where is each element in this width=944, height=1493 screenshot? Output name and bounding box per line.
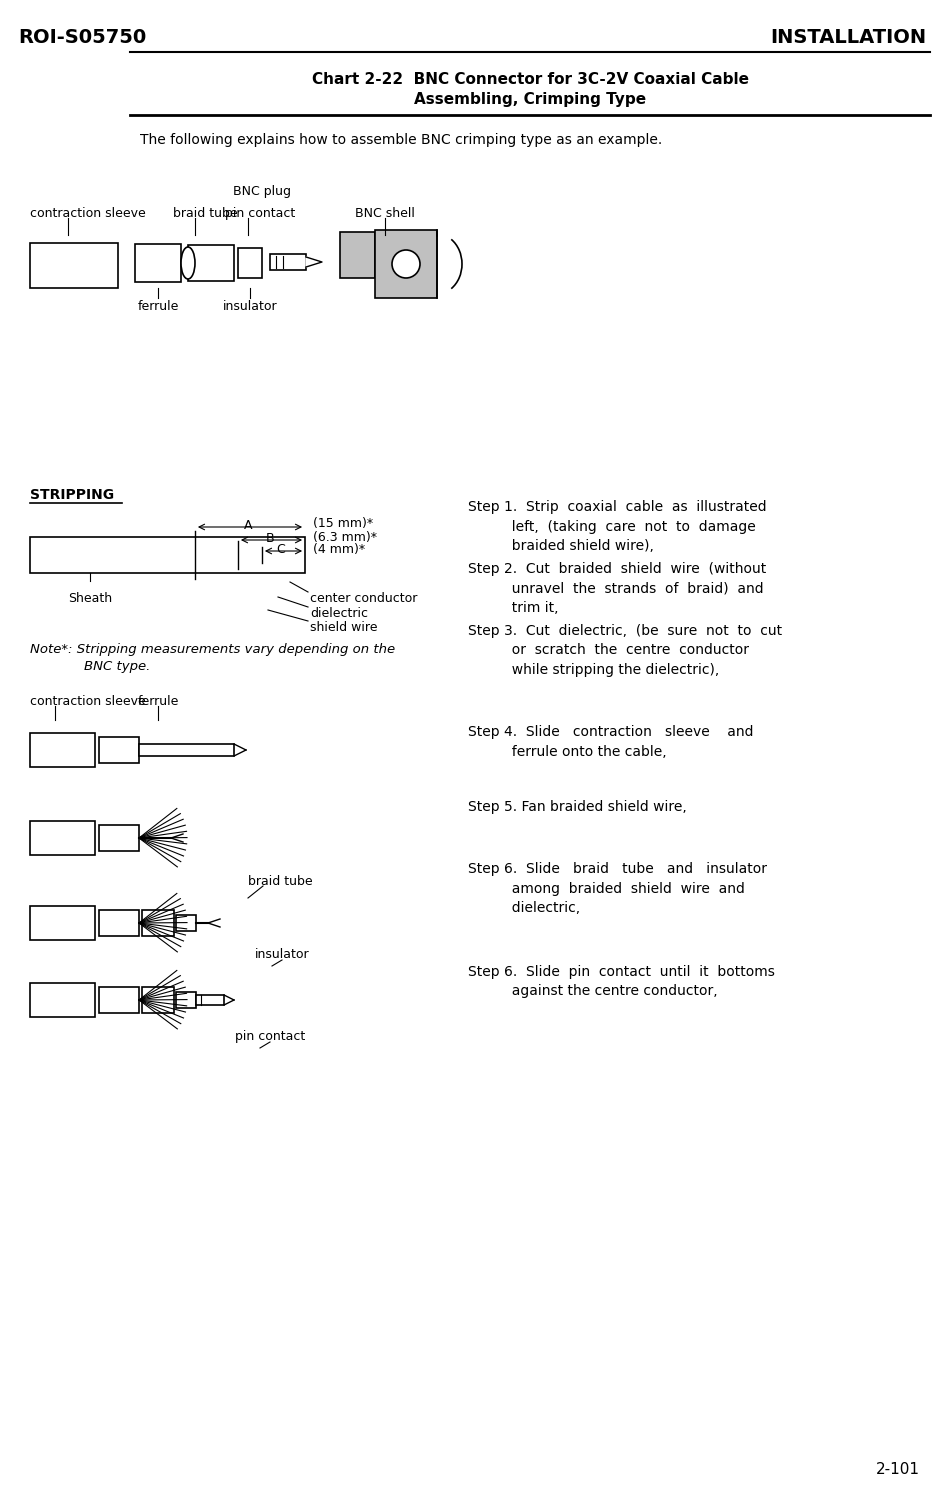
Text: Step 2.  Cut  braided  shield  wire  (without
          unravel  the  strands  o: Step 2. Cut braided shield wire (without… [468, 561, 767, 615]
Bar [142, 911, 174, 936]
Bar [99, 738, 139, 763]
Bar [340, 231, 375, 278]
Text: Step 1.  Strip  coaxial  cable  as  illustrated
          left,  (taking  care  : Step 1. Strip coaxial cable as illustrat… [468, 500, 767, 552]
Bar [139, 744, 234, 755]
Text: BNC shell: BNC shell [355, 208, 414, 219]
Text: insulator: insulator [223, 300, 278, 314]
Text: pin contact: pin contact [235, 1030, 305, 1044]
Bar [270, 254, 306, 270]
Bar [30, 982, 95, 1017]
Text: Note*: Stripping measurements vary depending on the: Note*: Stripping measurements vary depen… [30, 643, 396, 655]
Text: dielectric: dielectric [310, 608, 368, 620]
Ellipse shape [181, 246, 195, 279]
Bar [142, 987, 174, 1012]
Ellipse shape [392, 249, 420, 278]
Text: (6.3 mm)*: (6.3 mm)* [313, 530, 377, 543]
Bar [196, 994, 224, 1005]
Text: Step 5. Fan braided shield wire,: Step 5. Fan braided shield wire, [468, 800, 686, 814]
Text: insulator: insulator [255, 948, 310, 961]
Text: 2-101: 2-101 [876, 1462, 920, 1477]
Text: STRIPPING: STRIPPING [30, 488, 114, 502]
Text: contraction sleeve: contraction sleeve [30, 208, 145, 219]
Text: pin contact: pin contact [225, 208, 295, 219]
Text: (15 mm)*: (15 mm)* [313, 517, 373, 530]
Text: shield wire: shield wire [310, 621, 378, 635]
Polygon shape [306, 257, 322, 267]
Bar [30, 906, 95, 941]
Text: ferrule: ferrule [137, 300, 178, 314]
Text: BNC type.: BNC type. [50, 660, 150, 673]
Bar [99, 911, 139, 936]
Bar [375, 230, 437, 299]
Text: The following explains how to assemble BNC crimping type as an example.: The following explains how to assemble B… [140, 133, 663, 146]
Bar [30, 733, 95, 767]
Text: INSTALLATION: INSTALLATION [770, 28, 926, 46]
Text: Step 6.  Slide   braid   tube   and   insulator
          among  braided  shield: Step 6. Slide braid tube and insulator a… [468, 861, 767, 915]
Text: ferrule: ferrule [138, 696, 179, 708]
Text: contraction sleeve: contraction sleeve [30, 696, 145, 708]
Text: Chart 2-22  BNC Connector for 3C-2V Coaxial Cable: Chart 2-22 BNC Connector for 3C-2V Coaxi… [312, 72, 749, 87]
Text: Step 6.  Slide  pin  contact  until  it  bottoms
          against the centre co: Step 6. Slide pin contact until it botto… [468, 964, 775, 999]
Bar [176, 915, 196, 932]
Text: (4 mm)*: (4 mm)* [313, 542, 365, 555]
Bar [135, 243, 181, 282]
Text: braid tube: braid tube [173, 208, 238, 219]
Bar [30, 821, 95, 855]
Bar [176, 991, 196, 1008]
Text: BNC plug: BNC plug [233, 185, 291, 199]
Text: ROI-S05750: ROI-S05750 [18, 28, 146, 46]
Bar [30, 537, 305, 573]
Text: Assembling, Crimping Type: Assembling, Crimping Type [413, 93, 646, 107]
Text: B: B [265, 532, 275, 545]
Bar [99, 987, 139, 1012]
Text: C: C [277, 543, 285, 555]
Text: braid tube: braid tube [248, 875, 312, 888]
Bar [30, 243, 118, 288]
Bar [238, 248, 262, 278]
Bar [188, 245, 234, 281]
Text: A: A [244, 520, 252, 532]
Text: Step 4.  Slide   contraction   sleeve    and
          ferrule onto the cable,: Step 4. Slide contraction sleeve and fer… [468, 726, 753, 758]
Text: Sheath: Sheath [68, 593, 112, 605]
Bar [99, 826, 139, 851]
Text: center conductor: center conductor [310, 593, 417, 605]
Text: Step 3.  Cut  dielectric,  (be  sure  not  to  cut
          or  scratch  the  c: Step 3. Cut dielectric, (be sure not to … [468, 624, 783, 676]
